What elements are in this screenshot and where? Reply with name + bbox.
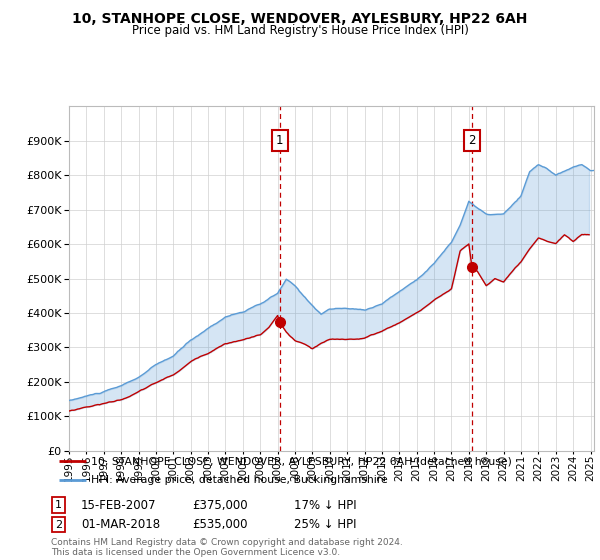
- Text: £375,000: £375,000: [192, 498, 248, 512]
- Text: 15-FEB-2007: 15-FEB-2007: [81, 498, 157, 512]
- Text: HPI: Average price, detached house, Buckinghamshire: HPI: Average price, detached house, Buck…: [91, 475, 388, 486]
- Text: 10, STANHOPE CLOSE, WENDOVER, AYLESBURY, HP22 6AH: 10, STANHOPE CLOSE, WENDOVER, AYLESBURY,…: [73, 12, 527, 26]
- Text: 1: 1: [55, 500, 62, 510]
- Text: 17% ↓ HPI: 17% ↓ HPI: [294, 498, 356, 512]
- Text: 25% ↓ HPI: 25% ↓ HPI: [294, 518, 356, 531]
- Text: 1: 1: [276, 134, 283, 147]
- Text: 2: 2: [468, 134, 476, 147]
- Text: 2: 2: [55, 520, 62, 530]
- Text: 10, STANHOPE CLOSE, WENDOVER, AYLESBURY, HP22 6AH (detached house): 10, STANHOPE CLOSE, WENDOVER, AYLESBURY,…: [91, 456, 512, 466]
- Text: £535,000: £535,000: [192, 518, 248, 531]
- Text: Price paid vs. HM Land Registry's House Price Index (HPI): Price paid vs. HM Land Registry's House …: [131, 24, 469, 36]
- Text: 01-MAR-2018: 01-MAR-2018: [81, 518, 160, 531]
- Text: Contains HM Land Registry data © Crown copyright and database right 2024.
This d: Contains HM Land Registry data © Crown c…: [51, 538, 403, 557]
